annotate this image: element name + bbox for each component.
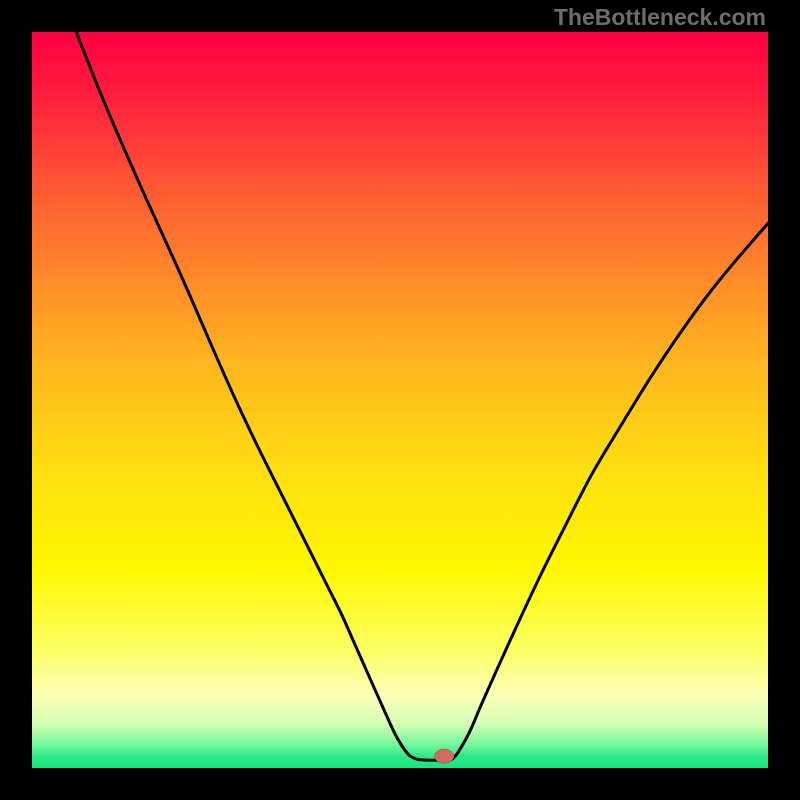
watermark-label: TheBottleneck.com (554, 4, 766, 31)
chart-frame: TheBottleneck.com (0, 0, 800, 800)
bottleneck-chart (0, 0, 800, 800)
optimum-marker (435, 749, 454, 763)
plot-background (32, 32, 768, 768)
